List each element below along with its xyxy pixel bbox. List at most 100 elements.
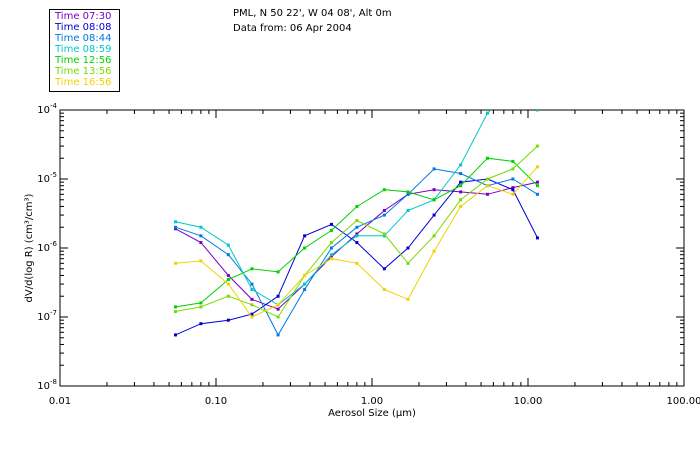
data-point (276, 333, 280, 337)
data-point (329, 222, 333, 226)
data-point (303, 282, 307, 286)
data-point (226, 253, 230, 257)
data-point (199, 241, 203, 245)
data-point (303, 234, 307, 238)
data-point (459, 198, 463, 202)
data-point (432, 249, 436, 253)
y-tick-label: 10-6 (37, 240, 57, 254)
data-point (173, 227, 177, 231)
data-point (406, 246, 410, 250)
data-point (382, 208, 386, 212)
date-text: Data from: 06 Apr 2004 (233, 23, 352, 34)
data-point (355, 261, 359, 265)
data-point (276, 294, 280, 298)
data-point (432, 188, 436, 192)
data-point (329, 255, 333, 259)
data-point (406, 261, 410, 265)
y-axis-label: dV/d(log R) (cm³/cm³) (24, 193, 35, 302)
legend-entry-1356: Time 13:56 (55, 66, 112, 77)
data-point (329, 257, 333, 261)
data-point (511, 88, 514, 91)
y-axis: 10-8 10-7 10-6 10-5 10-4 (37, 102, 684, 392)
data-point (355, 204, 359, 208)
x-tick-label: 0.01 (49, 396, 71, 407)
series-line-0859 (175, 110, 538, 306)
data-point (535, 165, 539, 169)
y-tick-label: 10-7 (37, 309, 57, 323)
data-point (459, 204, 463, 208)
data-point (511, 186, 515, 190)
legend-entry-0859: Time 08:59 (55, 44, 112, 55)
data-point (432, 198, 436, 202)
data-point (303, 273, 307, 277)
data-point (329, 228, 333, 232)
data-point (250, 312, 254, 316)
data-point (226, 243, 230, 247)
data-point (355, 234, 359, 238)
data-point (382, 188, 386, 192)
legend-entry-0844: Time 08:44 (55, 33, 112, 44)
data-point (406, 208, 410, 212)
data-point (226, 294, 230, 298)
y-tick-label: 10-4 (37, 102, 57, 116)
legend-entry-1656: Time 16:56 (55, 77, 112, 88)
data-point (355, 225, 359, 229)
data-point (173, 333, 177, 337)
data-point (250, 282, 254, 286)
data-point (485, 156, 489, 160)
data-point (226, 277, 230, 281)
x-tick-label: 10.00 (514, 396, 543, 407)
data-point (276, 315, 280, 319)
data-point (250, 267, 254, 271)
data-point (173, 220, 177, 224)
data-point (329, 246, 333, 250)
data-point (276, 303, 280, 307)
data-point (511, 177, 515, 181)
data-point (459, 184, 463, 188)
data-point (406, 297, 410, 301)
data-point (329, 241, 333, 245)
data-point (173, 310, 177, 314)
data-point (250, 288, 254, 292)
data-point (199, 259, 203, 263)
data-point (250, 315, 254, 319)
data-point (382, 267, 386, 271)
data-point (535, 192, 539, 196)
data-point (485, 177, 489, 181)
data-point (535, 110, 539, 112)
x-tick-label: 1.00 (361, 396, 383, 407)
data-point (511, 167, 515, 171)
data-point (199, 322, 203, 326)
data-point (511, 192, 515, 196)
data-point (355, 219, 359, 223)
data-point (329, 253, 333, 257)
data-point (382, 234, 386, 238)
data-point (199, 301, 203, 305)
legend-entry-1256: Time 12:56 (55, 55, 112, 66)
data-point (432, 234, 436, 238)
data-point (535, 144, 539, 148)
location-text: PML, N 50 22', W 04 08', Alt 0m (233, 8, 392, 19)
data-point (199, 305, 203, 309)
data-point (173, 225, 177, 229)
data-point (382, 213, 386, 217)
data-point (226, 282, 230, 286)
data-point (485, 111, 489, 115)
data-point (406, 192, 410, 196)
data-point (173, 305, 177, 309)
data-point (355, 232, 359, 236)
x-tick-label: 0.10 (205, 396, 227, 407)
data-point (406, 190, 410, 194)
data-point (199, 234, 203, 238)
data-point (226, 273, 230, 277)
data-point (459, 163, 463, 167)
y-tick-label: 10-5 (37, 171, 57, 185)
x-tick-label: 100.00 (667, 396, 700, 407)
data-point (250, 303, 254, 307)
chart-header: PML, N 50 22', W 04 08', Alt 0m Data fro… (233, 6, 392, 36)
data-point (535, 236, 539, 240)
data-point (226, 318, 230, 322)
series-line-1356 (175, 145, 538, 318)
data-point (511, 188, 515, 192)
